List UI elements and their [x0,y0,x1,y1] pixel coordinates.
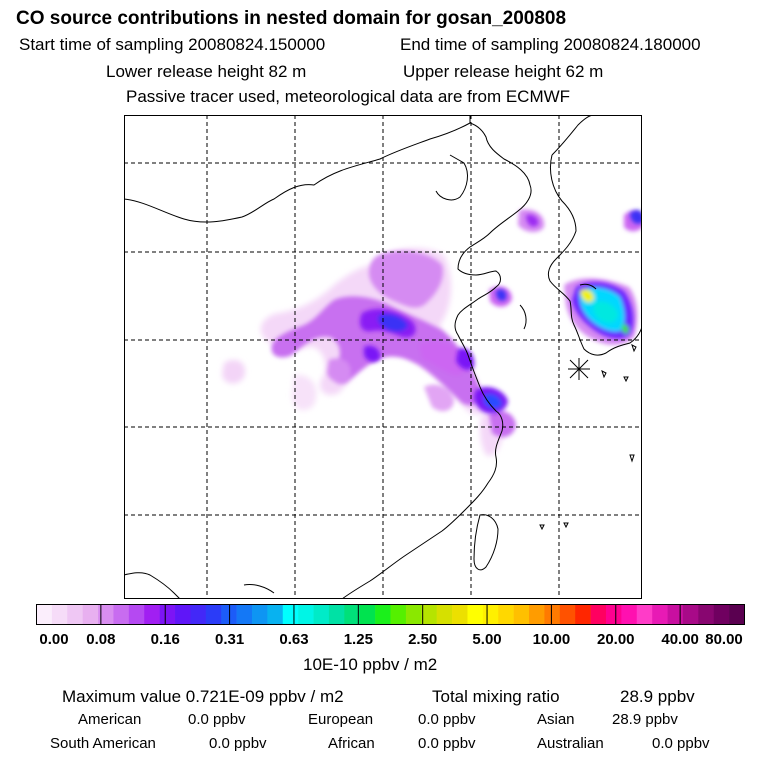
colorbar-tick-label: 20.00 [596,631,635,648]
colorbar-cell [652,604,668,625]
korea-hotspot [572,282,634,339]
colorbar-cell [405,604,422,625]
colorbar-cell [729,604,745,625]
colorbar-cell [390,604,407,625]
start-time-label: Start time of sampling 20080824.150000 [19,35,326,54]
total-mixing-ratio-label: Total mixing ratio [432,687,560,706]
colorbar-cell [190,604,207,625]
colorbar-cell [344,604,361,625]
graticule-grid [124,115,642,599]
map-title: CO source contributions in nested domain… [16,8,567,29]
plume-core [359,210,642,414]
colorbar-cell [375,604,391,625]
colorbar-cell [113,604,130,625]
colorbar-cell [128,604,145,625]
colorbar-cell [559,604,576,625]
colorbar-cell [636,604,653,625]
upper-release-height: Upper release height 62 m [403,62,604,81]
colorbar-tick-label: 0.00 [39,631,69,648]
colorbar-cell [421,604,437,625]
end-time-label: End time of sampling 20080824.180000 [400,35,701,54]
colorbar-cell [267,604,284,625]
colorbar-cell [498,604,514,625]
colorbar-cell [236,604,253,625]
region-value-australian: 0.0 ppbv [652,735,710,752]
colorbar-tick-label: 80.00 [705,631,743,648]
colorbar-tick-label: 0.16 [150,631,180,648]
colorbar-tick-label: 0.31 [214,631,245,648]
colorbar-cell [51,604,68,625]
colorbar-cell [205,604,222,625]
colorbar-cell [144,604,160,625]
colorbar-tick-label: 0.63 [279,631,309,648]
colorbar-cell [482,604,499,625]
region-value-south-american: 0.0 ppbv [209,735,267,752]
region-value-american: 0.0 ppbv [188,711,246,728]
region-value-asian: 28.9 ppbv [612,711,678,728]
colorbar-cell [36,604,53,625]
region-name-asian: Asian [537,711,575,728]
colorbar-cell [359,604,376,625]
colorbar-cell [590,604,607,625]
colorbar-cell [298,604,314,625]
colorbar-cell [452,604,468,625]
lower-release-height: Lower release height 82 m [106,62,307,81]
colorbar-cell [98,604,114,625]
coastlines [124,115,642,599]
colorbar-cell [436,604,453,625]
colorbar-tick-label: 10.00 [532,631,571,648]
colorbar-cell [621,604,638,625]
colorbar-cell [529,604,545,625]
region-name-south-american: South American [50,735,156,752]
colorbar-cell [667,604,684,625]
colorbar-tick-label: 1.25 [343,631,373,648]
colorbar-tick-label: 40.00 [661,631,699,648]
region-value-european: 0.0 ppbv [418,711,476,728]
colorbar-cell [575,604,591,625]
tracer-note: Passive tracer used, meteorological data… [126,87,571,106]
colorbar-cell [698,604,715,625]
colorbar-cell [328,604,345,625]
colorbar-cell [513,604,530,625]
region-value-african: 0.0 ppbv [418,735,476,752]
total-mixing-ratio-value: 28.9 ppbv [620,687,695,706]
region-name-african: African [328,735,375,752]
colorbar-tick-label: 0.08 [86,631,116,648]
colorbar-cell [605,604,622,625]
colorbar-cell [251,604,268,625]
colorbar-tick-label: 5.00 [472,631,502,648]
region-name-european: European [308,711,374,728]
receptor-marker-icon [568,358,590,380]
colorbar [36,604,745,625]
region-name-australian: Australian [537,735,604,752]
colorbar-cell [544,604,561,625]
colorbar-cell [467,604,484,625]
region-name-american: American [78,711,142,728]
colorbar-tick-label: 2.50 [408,631,438,648]
colorbar-cell [682,604,699,625]
colorbar-cell [282,604,299,625]
colorbar-cell [713,604,730,625]
colorbar-cell [82,604,99,625]
colorbar-cell [313,604,330,625]
concentration-map [124,115,642,599]
colorbar-unit: 10E-10 ppbv / m2 [303,655,438,674]
colorbar-cell [221,604,237,625]
colorbar-cell [159,604,176,625]
maximum-value: Maximum value 0.721E-09 ppbv / m2 [62,687,344,706]
colorbar-cell [175,604,191,625]
colorbar-cell [67,604,83,625]
